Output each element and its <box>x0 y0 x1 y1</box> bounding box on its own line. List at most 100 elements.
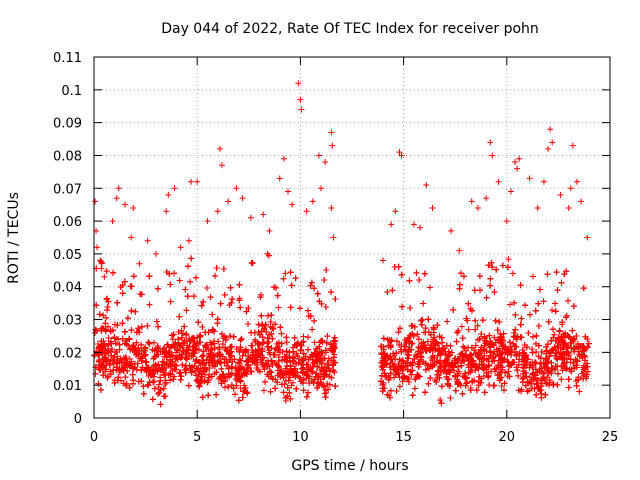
data-point-bg <box>486 381 493 388</box>
data-point-bg <box>245 320 252 327</box>
data-point-bg <box>565 297 572 304</box>
data-point-bg <box>460 343 467 350</box>
data-points <box>91 80 592 408</box>
data-point-bg <box>277 367 284 374</box>
data-point-bg <box>442 366 449 373</box>
data-point-bg <box>157 348 164 355</box>
data-point-bg <box>230 333 237 340</box>
data-point-bg <box>107 368 114 375</box>
grid-lines <box>94 57 610 418</box>
data-point-bg <box>305 313 312 320</box>
data-point-bg <box>290 344 297 351</box>
data-point-bg <box>546 379 553 386</box>
data-point-bg <box>160 393 167 400</box>
data-point-bg <box>493 266 500 273</box>
data-point-bg <box>515 361 522 368</box>
data-point-bg <box>249 359 256 366</box>
data-point-bg <box>305 307 312 314</box>
data-point-bg <box>269 325 276 332</box>
data-point-bg <box>420 300 427 307</box>
data-point-bg <box>532 307 539 314</box>
data-point-bg <box>305 346 312 353</box>
data-point-bg <box>182 286 189 293</box>
data-point-bg <box>133 329 140 336</box>
data-point-bg <box>447 395 454 402</box>
data-point-bg <box>573 332 580 339</box>
data-point-bg <box>179 361 186 368</box>
data-point-bg <box>171 373 178 380</box>
data-point-bg <box>573 382 580 389</box>
data-point-bg <box>228 363 235 370</box>
data-point-bg <box>499 262 506 269</box>
data-point-bg <box>424 338 431 345</box>
data-point-bg <box>472 342 479 349</box>
data-point-bg <box>434 352 441 359</box>
data-point-bg <box>512 311 519 318</box>
data-point-bg <box>526 374 533 381</box>
data-point-bg <box>104 307 111 314</box>
data-point-bg <box>138 357 145 364</box>
data-point-bg <box>261 366 268 373</box>
data-point-bg <box>112 340 119 347</box>
data-point-bg <box>103 268 110 275</box>
data-point-bg <box>122 328 129 335</box>
data-point-bg <box>552 300 559 307</box>
data-point-bg <box>551 331 558 338</box>
data-point-bg <box>150 339 157 346</box>
data-point-bg <box>458 323 465 330</box>
data-point-bg <box>181 337 188 344</box>
data-point-bg <box>121 340 128 347</box>
data-point-bg <box>481 333 488 340</box>
data-point-bg <box>230 385 237 392</box>
data-point-bg <box>474 322 481 329</box>
data-point-bg <box>132 308 139 315</box>
data-point-bg <box>235 397 242 404</box>
data-point-bg <box>529 345 536 352</box>
data-point-bg <box>122 374 129 381</box>
data-point-bg <box>200 298 207 305</box>
data-point-bg <box>421 270 428 277</box>
data-point-bg <box>552 366 559 373</box>
data-point-bg <box>127 346 134 353</box>
data-point-bg <box>293 350 300 357</box>
data-point-bg <box>535 322 542 329</box>
data-point-bg <box>483 294 490 301</box>
data-point-bg <box>460 273 467 280</box>
data-point-bg <box>399 357 406 364</box>
data-point-bg <box>570 336 577 343</box>
data-point-bg <box>563 365 570 372</box>
data-point-bg <box>159 358 166 365</box>
data-point-bg <box>227 284 234 291</box>
data-point-bg <box>448 349 455 356</box>
data-point-bg <box>332 383 339 390</box>
data-point-bg <box>236 281 243 288</box>
data-point-bg <box>318 364 325 371</box>
data-point-bg <box>458 270 465 277</box>
data-point-bg <box>411 323 418 330</box>
data-point-bg <box>192 358 199 365</box>
data-point-bg <box>510 340 517 347</box>
data-point-bg <box>155 390 162 397</box>
data-point-bg <box>104 373 111 380</box>
data-point-bg <box>237 304 244 311</box>
data-point-bg <box>510 330 517 337</box>
data-point-bg <box>393 388 400 395</box>
data-point-bg <box>406 277 413 284</box>
data-point-bg <box>514 367 521 374</box>
data-point-bg <box>456 281 463 288</box>
data-point-bg <box>478 331 485 337</box>
data-point-bg <box>213 391 220 398</box>
data-point-bg <box>162 381 169 388</box>
data-point-bg <box>544 271 551 278</box>
data-point-bg <box>288 282 295 289</box>
data-point-bg <box>438 383 445 390</box>
data-point-bg <box>398 271 405 278</box>
data-point-bg <box>401 337 408 344</box>
data-point-bg <box>275 304 282 311</box>
data-point-bg <box>332 295 339 302</box>
data-point-bg <box>112 349 119 356</box>
data-point-bg <box>505 256 512 263</box>
data-point-bg <box>311 317 318 324</box>
data-point-bg <box>436 374 443 381</box>
